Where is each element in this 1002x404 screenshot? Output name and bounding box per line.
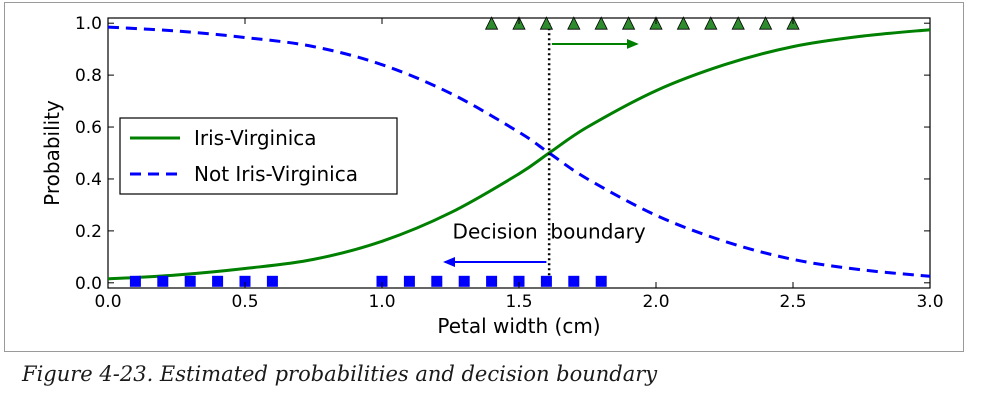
square-point xyxy=(486,275,498,287)
triangle-point xyxy=(758,16,773,30)
legend-box xyxy=(119,117,398,195)
series-line-iris-virginica xyxy=(107,28,931,281)
x-tick-label: 0.0 xyxy=(94,292,121,312)
plot-area: Decision boundary 0.0 0.5 1.0 1.5 2.0 2.5 3.0 0.… xyxy=(40,14,944,338)
decision-boundary-label: Decision boundary xyxy=(453,220,646,244)
square-point xyxy=(595,275,607,287)
x-tick-label: 2.0 xyxy=(642,292,669,312)
square-point xyxy=(129,275,141,287)
x-axis-label: Petal width (cm) xyxy=(437,314,600,338)
triangle-point xyxy=(621,16,636,30)
legend-entry-label: Iris-Virginica xyxy=(194,126,317,150)
legend: Iris-Virginica Not Iris-Virginica xyxy=(119,117,398,195)
x-tick-label: 3.0 xyxy=(916,292,943,312)
y-tick-label: 0.4 xyxy=(75,170,102,190)
x-tick-label: 1.5 xyxy=(505,292,532,312)
x-tick-label: 1.0 xyxy=(368,292,395,312)
square-point xyxy=(212,275,224,287)
figure-caption: Figure 4-23. Estimated probabilities and… xyxy=(22,362,658,386)
square-point xyxy=(239,275,251,287)
square-point xyxy=(376,275,388,287)
x-tick-label: 0.5 xyxy=(231,292,258,312)
y-tick-label: 0.2 xyxy=(75,222,102,242)
legend-entry-label: Not Iris-Virginica xyxy=(194,162,358,186)
triangle-point xyxy=(731,16,745,30)
square-point xyxy=(540,275,552,287)
square-point xyxy=(266,275,278,287)
y-tick-label: 0.6 xyxy=(75,118,102,138)
triangle-point xyxy=(484,16,499,30)
square-point xyxy=(403,275,415,287)
square-point xyxy=(157,275,169,287)
triangle-point xyxy=(567,16,581,30)
square-point xyxy=(431,275,443,287)
square-point xyxy=(458,275,470,287)
y-axis-label: Probability xyxy=(40,100,64,206)
triangle-point xyxy=(676,16,691,30)
y-tick-label: 1.0 xyxy=(75,14,102,34)
square-point xyxy=(513,275,525,287)
y-tick-label: 0.8 xyxy=(75,66,102,86)
triangle-point xyxy=(594,16,608,30)
triangle-point xyxy=(539,16,554,30)
y-tick-label: 0.0 xyxy=(75,274,102,294)
triangle-point xyxy=(704,16,718,30)
square-point xyxy=(568,275,580,287)
square-point xyxy=(184,275,196,287)
x-tick-label: 2.5 xyxy=(779,292,806,312)
probability-chart: Decision boundary 0.0 0.5 1.0 1.5 2.0 2.5 3.0 0.… xyxy=(40,14,944,338)
